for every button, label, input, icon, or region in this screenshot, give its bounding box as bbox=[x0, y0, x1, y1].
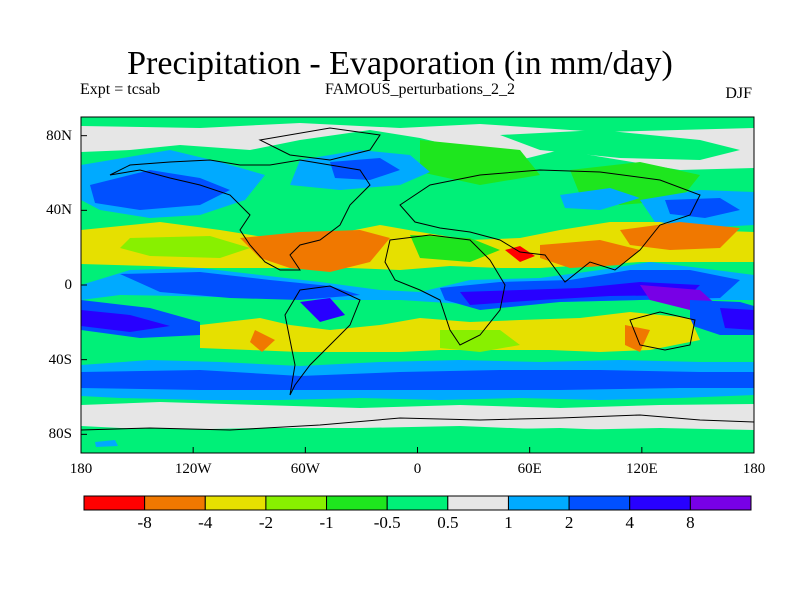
lat-label: 80N bbox=[46, 127, 72, 144]
lon-label: 180 bbox=[742, 461, 766, 477]
colorbar-label: -2 bbox=[258, 513, 273, 532]
colorbar-swatch bbox=[629, 495, 691, 511]
precip-evap-field bbox=[81, 117, 754, 453]
colorbar-swatch bbox=[83, 495, 146, 511]
colorbar-swatch bbox=[144, 495, 206, 511]
dataset-label: FAMOUS_perturbations_2_2 bbox=[325, 81, 515, 98]
lat-label: 40N bbox=[46, 202, 72, 219]
colorbar-label: 1 bbox=[504, 513, 513, 532]
colorbar-label: -0.5 bbox=[373, 513, 401, 532]
axis-ticks bbox=[80, 135, 755, 453]
colorbar-swatch bbox=[265, 495, 328, 511]
colorbar-swatch bbox=[447, 495, 509, 511]
colorbar-label: 4 bbox=[625, 513, 634, 532]
colorbar-swatch bbox=[568, 495, 631, 511]
lat-label: 80S bbox=[48, 426, 72, 443]
lat-label: 0 bbox=[64, 277, 73, 293]
colorbar-label: -4 bbox=[198, 513, 213, 532]
lat-label: 40S bbox=[48, 351, 72, 368]
colorbar-label: -8 bbox=[137, 513, 152, 532]
lon-label: 60W bbox=[290, 461, 320, 477]
lon-label: 120E bbox=[625, 461, 658, 477]
lon-label: 120W bbox=[174, 461, 212, 477]
colorbar-swatch bbox=[507, 495, 570, 511]
colorbar-label: 8 bbox=[686, 513, 695, 532]
colorbar-swatch bbox=[689, 495, 752, 511]
colorbar bbox=[83, 495, 752, 511]
colorbar-label: -1 bbox=[319, 513, 334, 532]
colorbar-swatch bbox=[326, 495, 388, 511]
season-label: DJF bbox=[725, 85, 752, 102]
lon-label: 60E bbox=[517, 461, 542, 477]
colorbar-label: 2 bbox=[564, 513, 574, 532]
lon-label: 0 bbox=[413, 461, 422, 477]
colorbar-label: 0.5 bbox=[437, 513, 459, 532]
lon-label: 180 bbox=[69, 461, 93, 477]
colorbar-swatch bbox=[386, 495, 449, 511]
colorbar-swatch bbox=[204, 495, 267, 511]
coastlines bbox=[81, 127, 754, 431]
plot-title: Precipitation - Evaporation (in mm/day) bbox=[127, 45, 673, 82]
experiment-label: Expt = tcsab bbox=[80, 81, 161, 98]
